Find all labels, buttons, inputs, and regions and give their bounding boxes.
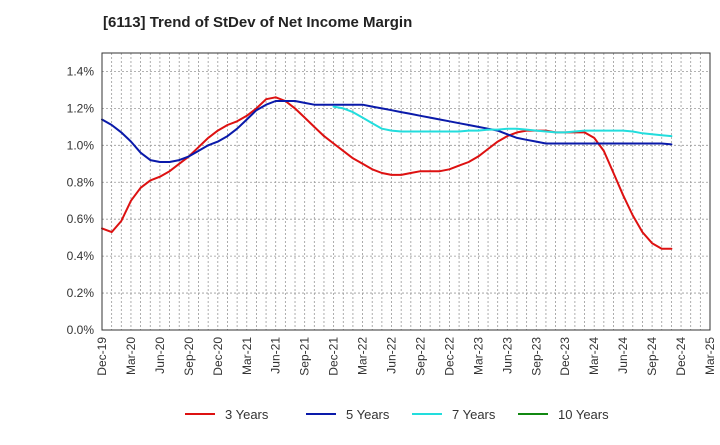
x-tick-label: Mar-24 — [587, 337, 601, 375]
y-tick-label: 0.0% — [67, 323, 95, 337]
x-tick-label: Jun-23 — [500, 337, 514, 374]
x-tick-label: Mar-20 — [124, 337, 138, 375]
legend-label-7-years: 7 Years — [452, 407, 496, 422]
grid — [102, 53, 710, 330]
legend-label-5-years: 5 Years — [346, 407, 390, 422]
y-tick-label: 1.2% — [67, 101, 95, 115]
series-line-5-years — [101, 100, 673, 163]
x-tick-label: Sep-22 — [413, 337, 427, 376]
x-tick-label: Dec-24 — [674, 337, 688, 376]
x-tick-label: Mar-25 — [703, 337, 717, 375]
x-tick-label: Mar-21 — [240, 337, 254, 375]
chart-title: [6113] Trend of StDev of Net Income Marg… — [103, 14, 413, 31]
legend-label-3-years: 3 Years — [225, 407, 269, 422]
x-tick-label: Mar-23 — [471, 337, 485, 375]
x-tick-label: Sep-20 — [182, 337, 196, 376]
series-line-7-years — [332, 105, 673, 138]
x-tick-label: Jun-22 — [385, 337, 399, 374]
x-tick-label: Sep-24 — [645, 337, 659, 376]
x-tick-label: Dec-21 — [327, 337, 341, 376]
y-tick-label: 0.8% — [67, 175, 95, 189]
y-tick-label: 0.4% — [67, 249, 95, 263]
x-tick-label: Dec-19 — [95, 337, 109, 376]
x-tick-label: Mar-22 — [356, 337, 370, 375]
y-tick-label: 1.4% — [67, 64, 95, 78]
legend-label-10-years: 10 Years — [558, 407, 609, 422]
y-tick-label: 0.2% — [67, 286, 95, 300]
series-lines — [101, 96, 673, 250]
plot-frame — [101, 52, 711, 331]
y-tick-label: 0.6% — [67, 212, 95, 226]
x-tick-label: Jun-24 — [616, 337, 630, 374]
x-tick-label: Sep-21 — [298, 337, 312, 376]
y-axis-ticks: 0.0% 0.2% 0.4% 0.6% 0.8% 1.0% 1.2% 1.4% — [67, 64, 95, 337]
x-tick-label: Dec-20 — [211, 337, 225, 376]
x-axis-ticks: Dec-19 Mar-20 Jun-20 Sep-20 Dec-20 Mar-21 Jun-… — [95, 337, 717, 376]
x-tick-label: Jun-20 — [153, 337, 167, 374]
series-line-3-years — [101, 96, 673, 250]
x-tick-label: Jun-21 — [269, 337, 283, 374]
y-tick-label: 1.0% — [67, 138, 95, 152]
x-tick-label: Dec-22 — [442, 337, 456, 376]
x-tick-label: Sep-23 — [529, 337, 543, 376]
legend: 3 Years 5 Years 7 Years 10 Years — [185, 407, 609, 422]
x-tick-label: Dec-23 — [558, 337, 572, 376]
